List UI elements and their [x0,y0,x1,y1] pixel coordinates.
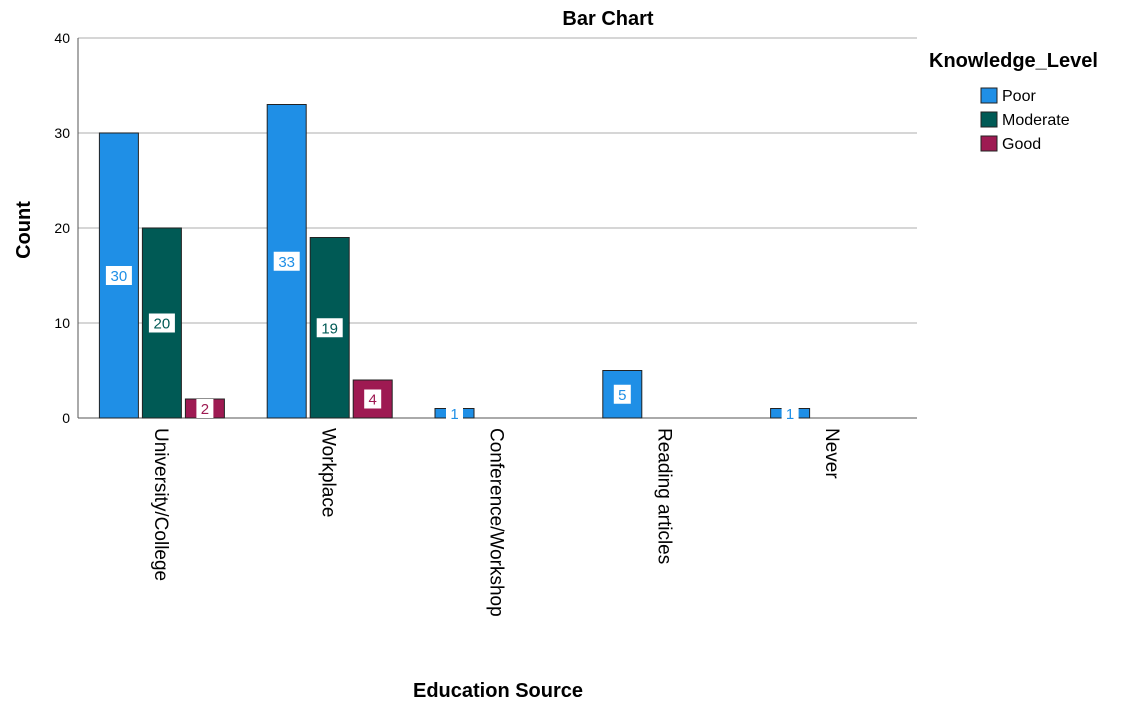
data-label-box [613,384,631,404]
y-tick-label: 40 [54,30,70,46]
data-label: 33 [278,254,295,271]
legend-swatch-moderate [980,111,998,128]
data-label: 4 [369,392,377,409]
x-category-label: University/College [150,428,171,581]
legend-label-moderate: Moderate [1002,112,1070,129]
y-tick-label: 0 [62,410,70,426]
x-category-label: Workplace [318,428,339,517]
data-label-box [316,318,343,338]
data-label-box [196,399,214,418]
data-label: 5 [618,387,626,404]
data-label: 2 [201,401,209,418]
data-label: 1 [786,406,794,423]
data-label: 19 [321,320,338,337]
legend-title: Knowledge_Level [929,50,1098,72]
data-label: 1 [450,406,458,423]
legend: Poor Moderate Good [980,87,1070,153]
data-label-box [781,403,799,423]
y-tick-label: 10 [54,315,70,331]
legend-label-poor: Poor [1002,88,1036,105]
chart-title: Bar Chart [562,8,653,30]
data-label-box [273,251,300,271]
data-label-box [148,313,175,333]
y-tick-label: 20 [54,220,70,236]
y-tick-label: 30 [54,125,70,141]
x-category-label: Reading articles [653,428,674,564]
data-label: 30 [111,268,128,285]
x-category-label: Conference/Workshop [486,428,507,617]
data-label-box [105,266,132,285]
y-axis-title: Count [13,201,35,259]
data-label-box [364,389,382,409]
x-category-label: Never [821,428,842,479]
data-label-box [446,403,463,423]
legend-swatch-poor [980,87,998,104]
legend-swatch-good [980,135,998,152]
data-label: 20 [154,316,171,333]
legend-label-good: Good [1002,136,1041,153]
plot-area: 0 10 20 30 40 University/College 30 20 2 Workplac… [54,30,917,617]
x-axis-title: Education Source [413,680,583,702]
